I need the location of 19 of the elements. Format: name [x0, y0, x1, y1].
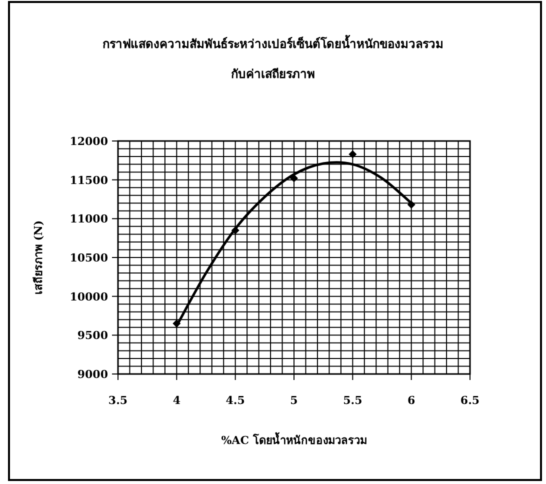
chart-subtitle: กับค่าเสถียรภาพ	[231, 67, 315, 81]
x-tick-label: 6	[408, 394, 416, 407]
y-tick-label: 11000	[70, 212, 108, 226]
y-tick-label: 11500	[70, 174, 108, 187]
y-tick-label: 9500	[77, 329, 108, 342]
x-tick-label: 6.5	[460, 394, 480, 407]
y-axis-title: เสถียรภาพ (N)	[32, 220, 45, 295]
x-tick-label: 3.5	[108, 394, 128, 407]
y-tick-label: 9000	[77, 368, 108, 381]
y-tick-label: 12000	[70, 135, 108, 148]
x-tick-label: 4	[172, 394, 181, 407]
chart-title: กราฟแสดงความสัมพันธ์ระหว่างเปอร์เซ็นต์โดยน้ำหนักของมวลรวม	[102, 34, 444, 51]
y-tick-label: 10000	[70, 290, 108, 304]
y-tick-label: 10500	[70, 252, 108, 264]
x-tick-label: 5.5	[343, 394, 362, 407]
point	[348, 150, 357, 158]
x-axis-title: %AC โดยน้ำหนักของมวลรวม	[221, 432, 367, 447]
x-tick-label: 5	[290, 394, 298, 407]
x-tick-label: 4.5	[226, 394, 245, 407]
